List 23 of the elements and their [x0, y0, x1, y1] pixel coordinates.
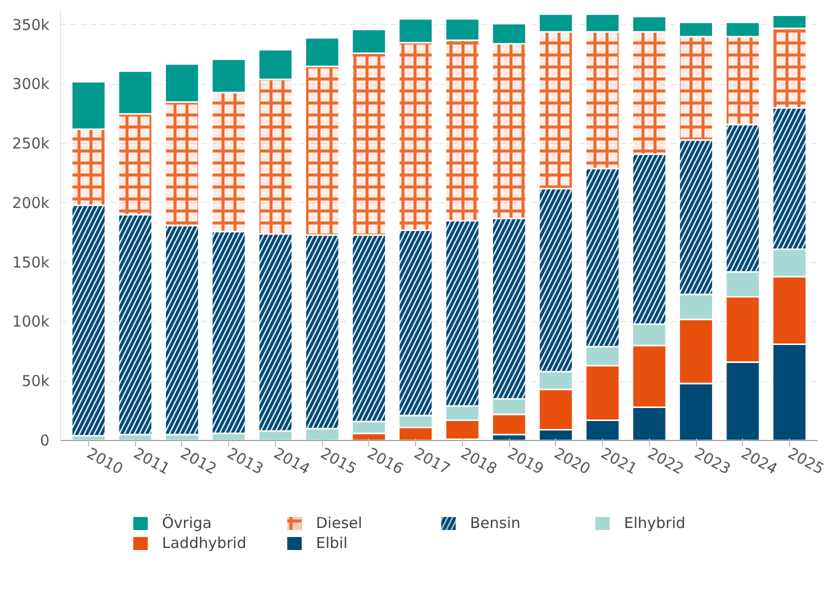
x-tick-label: 2017: [411, 444, 454, 478]
legend-label: Bensin: [470, 514, 522, 532]
y-tick-label: 150k: [12, 253, 50, 272]
y-tick-label: 0: [40, 432, 50, 450]
legend-label: Diesel: [316, 514, 364, 532]
x-tick-label: 2025: [784, 444, 828, 478]
y-tick-label: 200k: [12, 194, 50, 212]
y-tick-label: 300k: [12, 75, 50, 94]
legend-label: Elhybrid: [624, 514, 686, 532]
legend-label: Laddhybrid: [162, 534, 248, 552]
x-tick-label: 2020: [551, 444, 594, 478]
y-tick-label: 100k: [12, 312, 50, 331]
legend-label: Övriga: [162, 514, 213, 532]
legend-label: Elbil: [316, 534, 349, 552]
x-tick-label: 2023: [691, 444, 734, 478]
x-tick-label: 2013: [224, 444, 266, 478]
x-tick-label: 2010: [84, 444, 126, 478]
x-tick-label: 2016: [364, 444, 406, 478]
x-tick-label: 2015: [318, 444, 360, 478]
y-tick-label: 50k: [22, 372, 50, 390]
y-tick-label: 350k: [12, 16, 50, 34]
x-tick-label: 2019: [504, 444, 547, 478]
y-tick-label: 250k: [12, 134, 50, 153]
